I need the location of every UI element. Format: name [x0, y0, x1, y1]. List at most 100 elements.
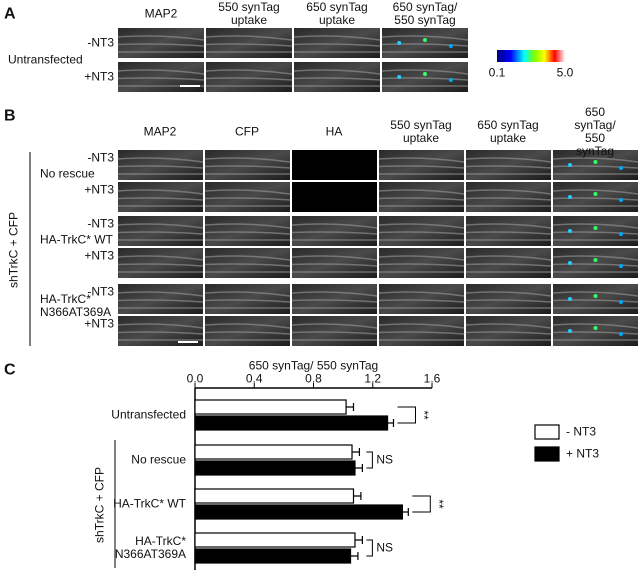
ratio-puncta [593, 226, 598, 230]
neurite [205, 77, 293, 81]
error-bar [354, 464, 363, 472]
neurite [552, 189, 639, 195]
micrograph [379, 284, 464, 314]
neurite [552, 231, 639, 235]
micrograph [205, 248, 290, 278]
neurite [465, 197, 552, 201]
ratio-puncta [568, 261, 572, 265]
micrograph [292, 316, 377, 346]
neurite [378, 323, 465, 329]
micrograph [553, 150, 638, 180]
neurite [293, 77, 381, 81]
error-bar [387, 419, 395, 427]
group-label-vertical: shTrkC + CFP [6, 212, 21, 288]
neurite [291, 323, 378, 329]
neurite [117, 35, 205, 41]
row-label: +NT3 [84, 248, 114, 263]
neurite [291, 231, 378, 235]
column-header: 650 synTag uptake [306, 0, 368, 27]
ratio-puncta [568, 195, 572, 199]
neurite [378, 291, 465, 297]
column-header: 650 synTag/ 550 synTag [392, 0, 458, 27]
neurite [378, 223, 465, 229]
neurite [204, 223, 291, 229]
x-tick-label: 1.6 [423, 371, 441, 386]
ratio-puncta [593, 192, 598, 196]
neurite [465, 165, 552, 169]
neurite [117, 189, 204, 195]
neurite [552, 223, 639, 229]
micrograph [466, 182, 551, 212]
neurite [117, 231, 204, 235]
neurite [552, 331, 639, 335]
neurite [204, 165, 291, 169]
neurite [552, 263, 639, 267]
ratio-puncta [423, 38, 427, 42]
micrograph [379, 216, 464, 246]
neurite [378, 189, 465, 195]
significance-label: ** [432, 499, 447, 509]
x-tick-label: 1.2 [364, 371, 382, 386]
ratio-puncta [568, 297, 572, 301]
neurite [552, 157, 639, 163]
significance-bracket [412, 495, 431, 513]
micrograph [379, 248, 464, 278]
ratio-puncta [568, 163, 572, 167]
significance-label: NS [376, 540, 394, 555]
micrograph [292, 216, 377, 246]
neurite [465, 323, 552, 329]
neurite [291, 331, 378, 335]
ratio-puncta [448, 78, 453, 82]
row-label: +NT3 [84, 316, 114, 331]
micrograph [466, 248, 551, 278]
column-header: 550 synTag uptake [218, 0, 280, 27]
neurite [465, 263, 552, 267]
ratio-puncta [593, 294, 598, 298]
neurite [293, 43, 381, 47]
significance-label: NS [376, 452, 394, 467]
column-header: CFP [235, 124, 259, 139]
micrograph [379, 182, 464, 212]
group-label-vertical: shTrkC + CFP [92, 467, 107, 543]
neurite [291, 291, 378, 297]
neurite [378, 231, 465, 235]
micrograph [553, 248, 638, 278]
micrograph [553, 284, 638, 314]
ratio-puncta [397, 41, 402, 45]
neurite [291, 263, 378, 267]
micrograph [466, 216, 551, 246]
neurite [465, 255, 552, 261]
group-label: HA-TrkC* WT [40, 232, 113, 247]
micrograph [118, 62, 204, 92]
micrograph [205, 182, 290, 212]
column-header: 650 synTag/ 550 synTag [574, 105, 616, 158]
neurite [378, 299, 465, 303]
neurite [552, 323, 639, 329]
panel-label: B [4, 107, 16, 125]
bar [194, 532, 356, 548]
neurite [378, 331, 465, 335]
neurite [378, 197, 465, 201]
micrograph [292, 150, 377, 180]
micrograph [379, 150, 464, 180]
micrograph [205, 284, 290, 314]
row-label: +NT3 [84, 182, 114, 197]
ratio-puncta [593, 326, 598, 330]
micrograph [206, 62, 292, 92]
micrograph [118, 248, 203, 278]
legend-label: - NT3 [566, 424, 596, 439]
neurite [117, 43, 205, 47]
micrograph [382, 62, 468, 92]
neurite [117, 255, 204, 261]
neurite [204, 331, 291, 335]
column-header: 550 synTag uptake [390, 118, 452, 145]
legend-swatch [534, 424, 560, 440]
row-label: -NT3 [87, 284, 114, 299]
column-header: MAP2 [144, 6, 178, 21]
neurite [117, 157, 204, 163]
neurite [117, 77, 205, 81]
error-bar [352, 448, 361, 456]
micrograph [206, 28, 292, 58]
